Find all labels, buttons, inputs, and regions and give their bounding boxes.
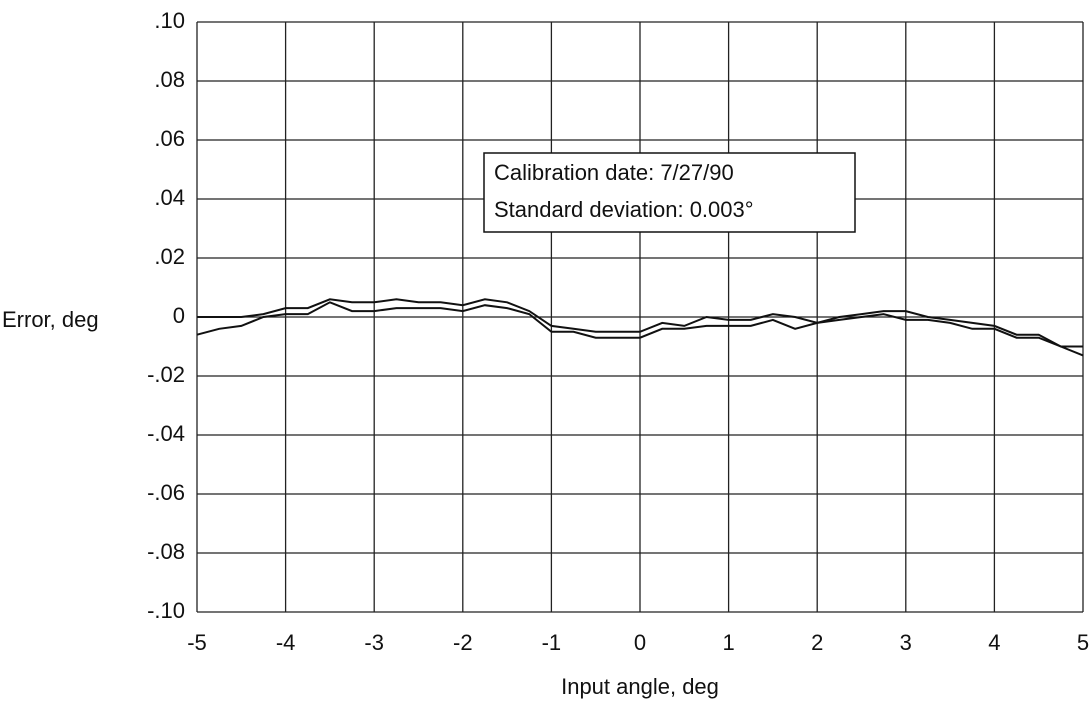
x-tick-label: 2 [811,630,823,655]
y-tick-label: .04 [154,185,185,210]
x-tick-label: -4 [276,630,296,655]
annotation-text: Calibration date: 7/27/90 [494,160,734,185]
x-tick-label: 0 [634,630,646,655]
annotation-text: Standard deviation: 0.003° [494,197,754,222]
data-line [197,298,1083,348]
y-tick-label: -.10 [147,598,185,623]
y-tick-label: .08 [154,67,185,92]
x-tick-label: 1 [722,630,734,655]
y-tick-label: .06 [154,126,185,151]
y-axis-label: Error, deg [2,307,99,332]
x-tick-label: -3 [364,630,384,655]
data-line [196,301,1084,357]
y-tick-label: -.08 [147,539,185,564]
x-tick-label: 4 [988,630,1000,655]
annotation-box [483,152,856,233]
x-tick-label: 3 [900,630,912,655]
y-tick-label: -.04 [147,421,185,446]
y-tick-label: .10 [154,8,185,33]
y-tick-label: -.06 [147,480,185,505]
y-tick-label: .02 [154,244,185,269]
x-axis-label: Input angle, deg [561,674,719,699]
x-tick-label: -5 [187,630,207,655]
y-tick-label: 0 [173,303,185,328]
x-tick-label: -2 [453,630,473,655]
x-tick-label: 5 [1077,630,1089,655]
x-tick-label: -1 [542,630,562,655]
y-tick-label: -.02 [147,362,185,387]
